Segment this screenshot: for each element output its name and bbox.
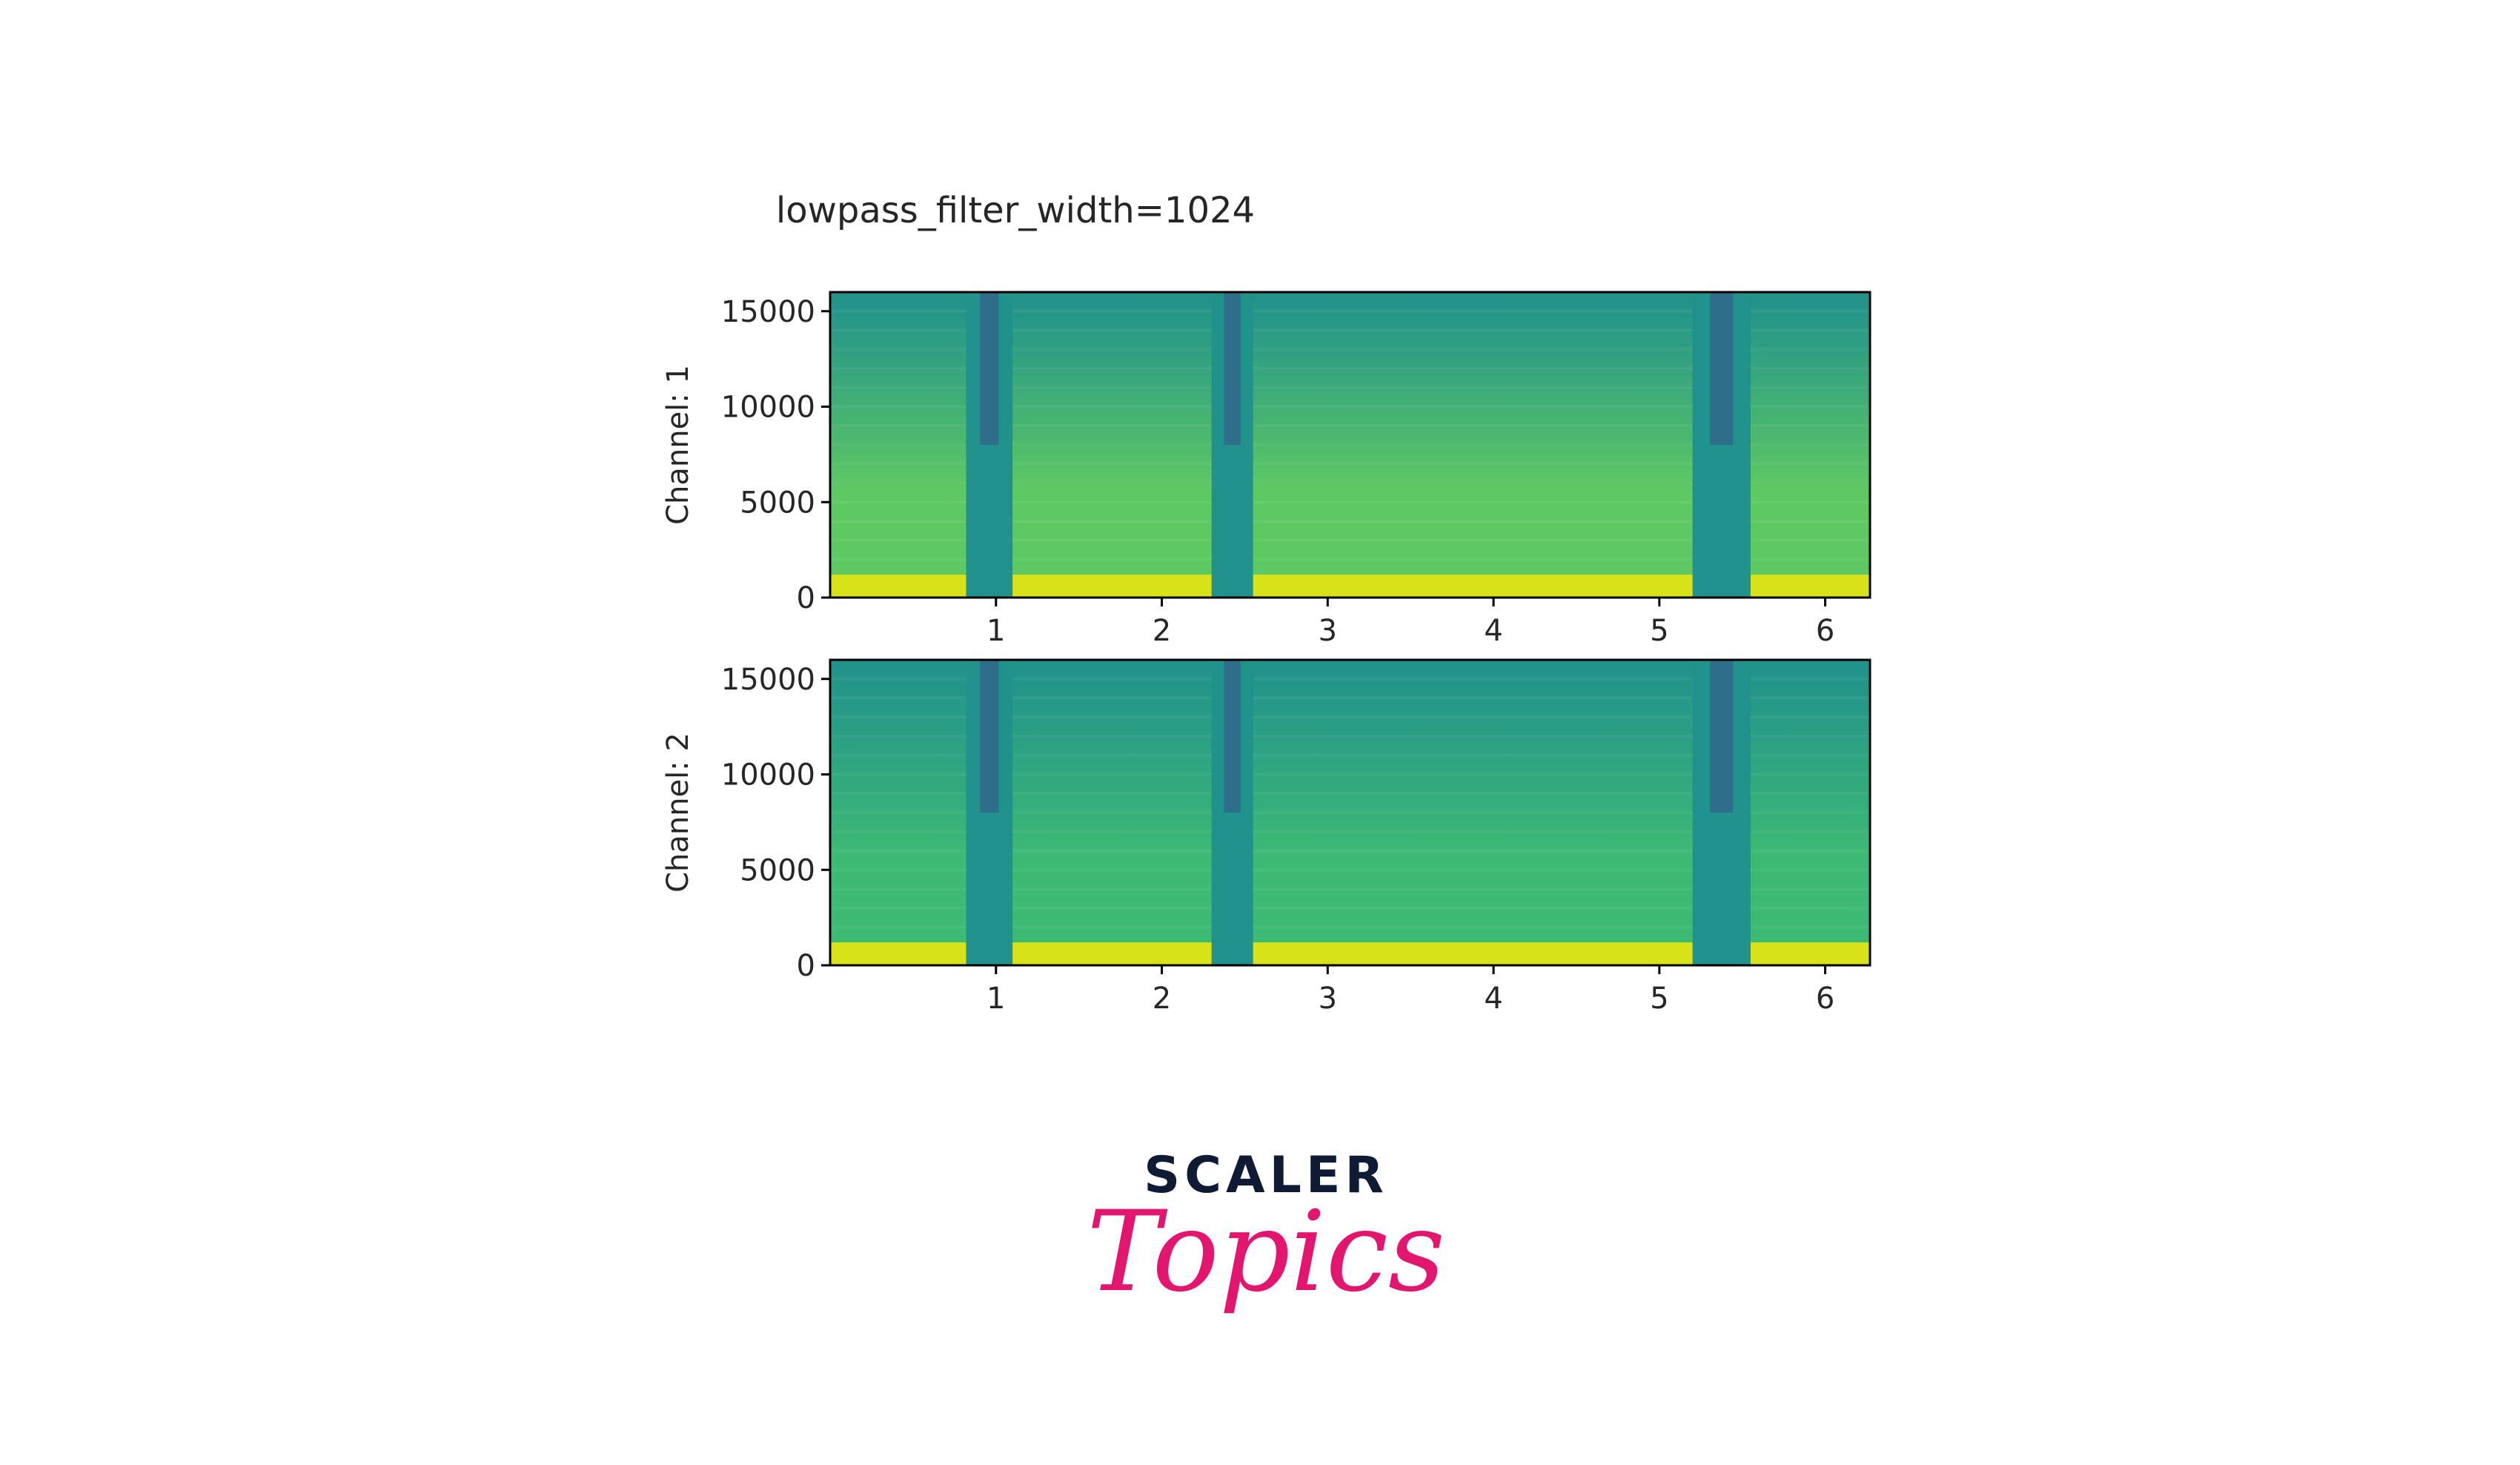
silent-interval-core <box>980 660 999 813</box>
y-tick-label: 10000 <box>721 758 815 793</box>
x-tick-label: 6 <box>1816 982 1834 1016</box>
x-tick-label: 3 <box>1319 614 1337 648</box>
x-tick-label: 2 <box>1153 614 1171 648</box>
silent-interval-core <box>1710 660 1734 813</box>
y-tick-label: 0 <box>797 581 815 615</box>
x-tick-label: 6 <box>1816 614 1834 648</box>
channel-1-yticks: 0 5000 10000 15000 <box>721 295 830 615</box>
channel-2-ylabel: Channel: 2 <box>661 732 695 893</box>
x-tick-label: 5 <box>1650 614 1668 648</box>
x-tick-label: 1 <box>987 982 1005 1016</box>
channel-1-xticks: 1 2 3 4 5 6 <box>987 598 1834 648</box>
channel-2-spectrogram <box>830 660 1870 965</box>
channel-1-ylabel: Channel: 1 <box>661 365 695 525</box>
logo-scaler-text: SCALER <box>1144 1146 1388 1205</box>
silent-interval-core <box>1710 292 1734 445</box>
silent-interval-core <box>980 292 999 445</box>
channel-1-spectrogram <box>830 292 1870 598</box>
y-tick-label: 5000 <box>740 486 815 520</box>
silent-interval-core <box>1224 660 1241 813</box>
x-tick-label: 5 <box>1650 982 1668 1016</box>
x-tick-label: 3 <box>1319 982 1337 1016</box>
x-tick-label: 4 <box>1484 614 1502 648</box>
y-tick-label: 15000 <box>721 295 815 329</box>
channel-2-xticks: 1 2 3 4 5 6 <box>987 965 1834 1016</box>
y-tick-label: 5000 <box>740 853 815 887</box>
scaler-topics-logo: SCALER Topics <box>1087 1146 1445 1317</box>
x-tick-label: 4 <box>1484 982 1502 1016</box>
y-tick-label: 0 <box>797 949 815 983</box>
x-tick-label: 1 <box>987 614 1005 648</box>
channel-2-axes: Channel: 2 0 5000 10000 15000 1 2 3 4 5 6 <box>661 658 1871 1016</box>
channel-1-axes: Channel: 1 0 5000 10000 15000 1 2 3 4 5 6 <box>661 291 1871 648</box>
y-tick-label: 15000 <box>721 663 815 697</box>
logo-topics-text: Topics <box>1087 1188 1445 1317</box>
x-tick-label: 2 <box>1153 982 1171 1016</box>
chart-title: lowpass_filter_width=1024 <box>776 190 1255 231</box>
channel-2-yticks: 0 5000 10000 15000 <box>721 663 830 983</box>
channel-2-frame <box>829 658 1871 967</box>
y-tick-label: 10000 <box>721 391 815 425</box>
channel-1-frame <box>829 291 1871 599</box>
silent-interval-core <box>1224 292 1241 445</box>
